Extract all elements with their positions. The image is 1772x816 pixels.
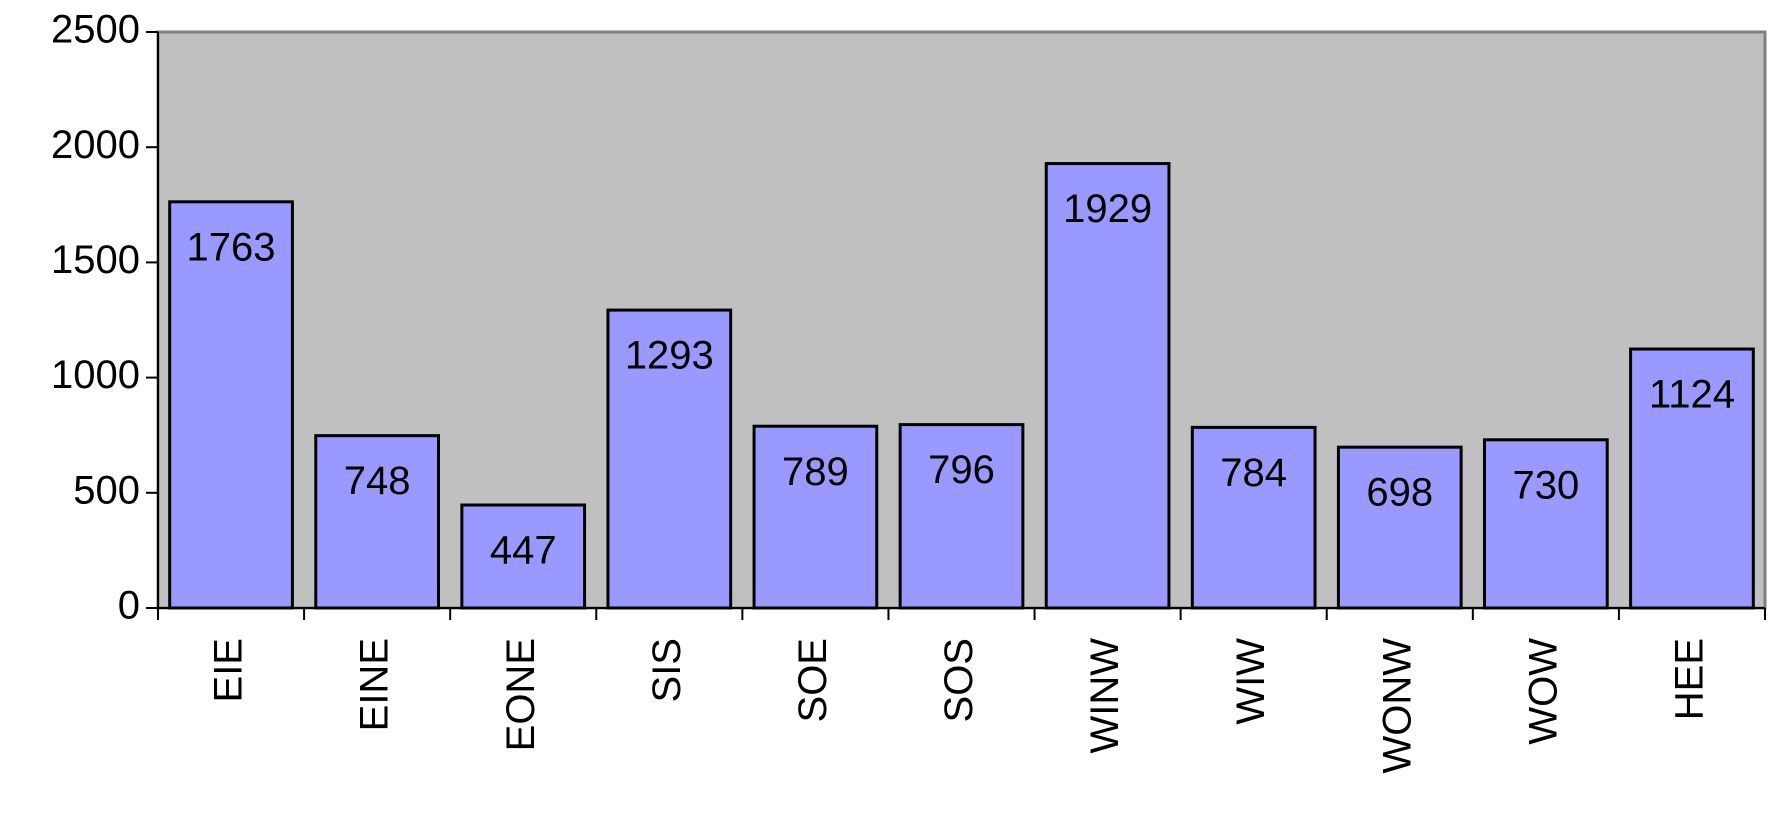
y-tick-label: 0 xyxy=(118,584,140,628)
x-tick-label: WOW xyxy=(1521,638,1565,745)
data-label: 1929 xyxy=(1063,187,1152,231)
y-tick-label: 1000 xyxy=(51,353,140,397)
data-label: 447 xyxy=(490,529,557,573)
x-tick-label: EONE xyxy=(499,638,543,751)
y-tick-label: 1500 xyxy=(51,238,140,282)
x-tick-label: EIE xyxy=(207,638,251,702)
data-label: 1293 xyxy=(625,334,714,378)
data-label: 796 xyxy=(928,448,995,492)
data-label: 784 xyxy=(1220,451,1287,495)
bar xyxy=(898,423,1025,610)
y-tick-label: 2000 xyxy=(51,123,140,167)
bar xyxy=(314,434,440,610)
y-tick-label: 2500 xyxy=(51,8,140,52)
data-label: 730 xyxy=(1512,463,1579,507)
x-tick-label: WIW xyxy=(1229,638,1273,725)
bar xyxy=(606,308,733,610)
bar xyxy=(1483,438,1609,610)
bar xyxy=(1044,162,1171,610)
bar xyxy=(1336,445,1463,610)
x-tick-label: SIS xyxy=(645,638,689,702)
bar xyxy=(460,503,587,610)
x-tick-label: SOE xyxy=(791,638,835,722)
x-tick-label: WINW xyxy=(1083,638,1127,754)
data-label: 1124 xyxy=(1649,373,1735,417)
data-label: 789 xyxy=(782,450,849,494)
data-label: 748 xyxy=(344,459,411,503)
bar xyxy=(168,200,294,610)
data-label: 698 xyxy=(1366,471,1433,515)
x-tick-label: WONW xyxy=(1375,638,1419,774)
data-label: 1763 xyxy=(187,225,276,269)
bar xyxy=(1629,347,1755,610)
y-tick-label: 500 xyxy=(73,468,140,512)
x-tick-label: SOS xyxy=(937,638,981,722)
bar xyxy=(1190,425,1317,610)
x-tick-label: HEE xyxy=(1668,638,1712,720)
x-tick-label: EINE xyxy=(353,638,397,731)
